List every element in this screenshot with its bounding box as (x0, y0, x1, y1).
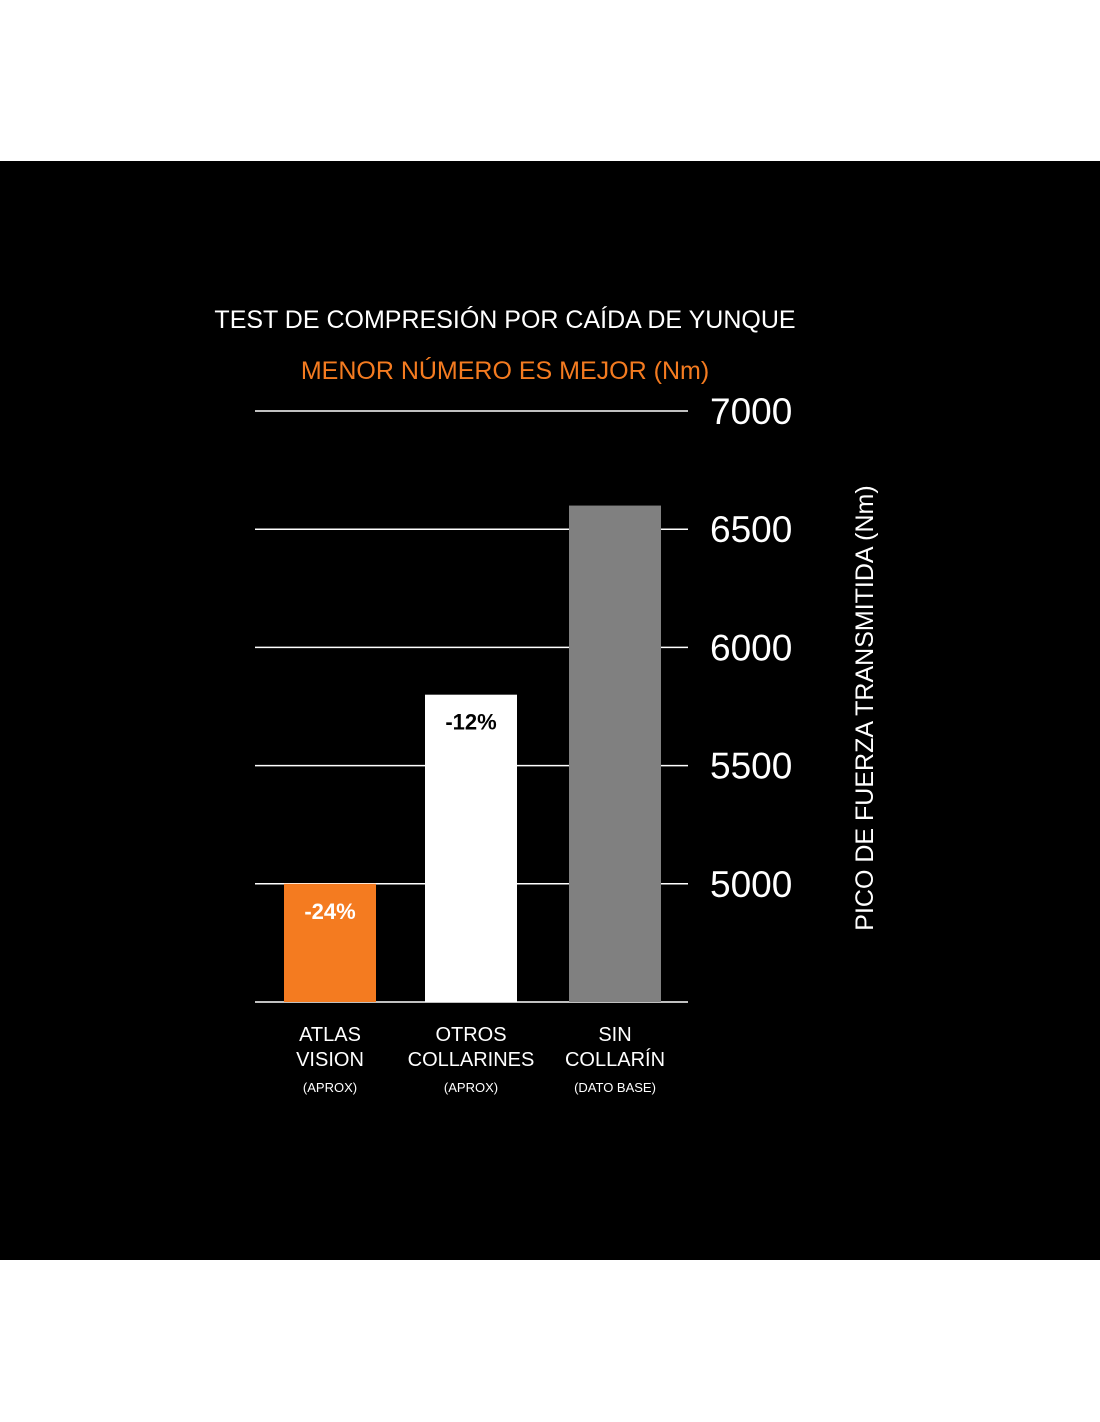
chart-subtitle: MENOR NÚMERO ES MEJOR (Nm) (301, 356, 709, 385)
x-label-line1-1: ATLAS (299, 1024, 361, 1046)
x-label-note-1: (APROX) (303, 1080, 357, 1095)
y-tick-label-6500: 6500 (710, 509, 792, 550)
y-tick-label-7000: 7000 (710, 391, 792, 432)
y-axis-label: PICO DE FUERZA TRANSMITIDA (Nm) (851, 485, 879, 930)
data-label-1: -24% (304, 899, 355, 924)
y-tick-labels: 7000 6500 6000 5500 5000 (710, 391, 792, 905)
bar-chart: TEST DE COMPRESIÓN POR CAÍDA DE YUNQUE M… (214, 305, 879, 1095)
x-label-note-2: (APROX) (444, 1080, 498, 1095)
data-label-2: -12% (445, 710, 496, 735)
x-label-line1-2: OTROS (435, 1024, 506, 1046)
x-label-line2-1: VISION (296, 1049, 364, 1071)
bar-1 (284, 883, 376, 1002)
y-tick-label-6000: 6000 (710, 627, 792, 668)
bars: -24% -12% (284, 505, 661, 1002)
bar-3 (569, 505, 661, 1002)
y-tick-label-5500: 5500 (710, 746, 792, 787)
x-label-line1-3: SIN (598, 1024, 631, 1046)
bar-2 (425, 694, 517, 1002)
x-category-labels: ATLAS VISION (APROX) OTROS COLLARINES (APROX)… (296, 1024, 665, 1095)
x-label-line2-2: COLLARINES (408, 1049, 535, 1071)
chart-title: TEST DE COMPRESIÓN POR CAÍDA DE YUNQUE (214, 305, 795, 334)
y-tick-label-5000: 5000 (710, 864, 792, 905)
x-label-note-3: (DATO BASE) (574, 1080, 656, 1095)
x-label-line2-3: COLLARÍN (565, 1048, 665, 1071)
chart-panel: TEST DE COMPRESIÓN POR CAÍDA DE YUNQUE M… (0, 161, 1100, 1260)
